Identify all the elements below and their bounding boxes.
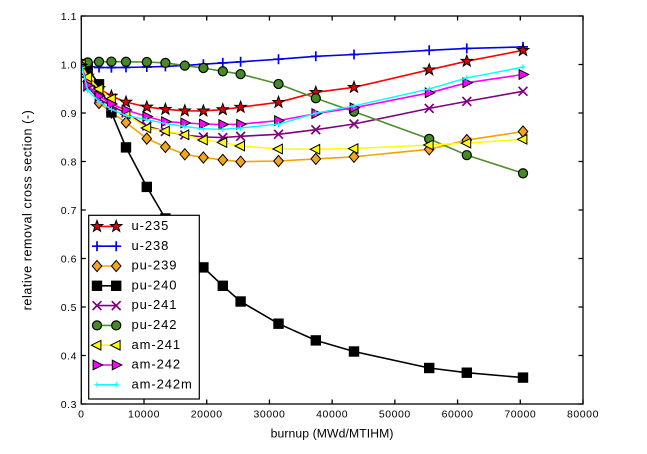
- svg-text:0.8: 0.8: [61, 156, 77, 168]
- svg-text:10000: 10000: [128, 409, 160, 421]
- svg-text:am-242m: am-242m: [132, 376, 193, 391]
- svg-text:pu-240: pu-240: [132, 277, 178, 292]
- svg-text:60000: 60000: [442, 409, 474, 421]
- svg-text:0: 0: [78, 409, 84, 421]
- svg-text:80000: 80000: [567, 409, 599, 421]
- svg-text:pu-239: pu-239: [132, 258, 178, 273]
- svg-text:50000: 50000: [379, 409, 411, 421]
- svg-text:pu-241: pu-241: [132, 297, 178, 312]
- svg-text:0.6: 0.6: [61, 253, 77, 265]
- svg-text:am-242: am-242: [132, 357, 181, 372]
- svg-text:u-235: u-235: [132, 218, 170, 233]
- svg-text:burnup (MWd/MTIHM): burnup (MWd/MTIHM): [271, 427, 394, 441]
- svg-text:pu-242: pu-242: [132, 317, 178, 332]
- svg-text:1.1: 1.1: [61, 11, 77, 23]
- svg-text:0.5: 0.5: [61, 302, 77, 314]
- svg-text:1.0: 1.0: [61, 59, 77, 71]
- svg-text:20000: 20000: [191, 409, 223, 421]
- svg-text:0.7: 0.7: [61, 205, 77, 217]
- svg-text:0.3: 0.3: [61, 399, 77, 411]
- svg-text:relative removal cross section: relative removal cross section (-): [21, 110, 35, 311]
- svg-text:0.9: 0.9: [61, 108, 77, 120]
- svg-text:am-241: am-241: [132, 337, 181, 352]
- svg-text:0.4: 0.4: [61, 350, 77, 362]
- svg-text:u-238: u-238: [132, 238, 170, 253]
- svg-text:40000: 40000: [316, 409, 348, 421]
- svg-text:70000: 70000: [504, 409, 536, 421]
- svg-text:30000: 30000: [253, 409, 285, 421]
